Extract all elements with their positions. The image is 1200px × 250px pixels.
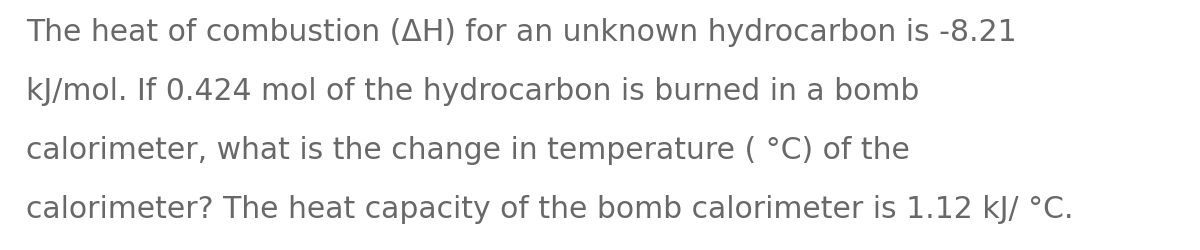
Text: calorimeter, what is the change in temperature ( °C) of the: calorimeter, what is the change in tempe…	[26, 135, 911, 164]
Text: The heat of combustion (ΔH) for an unknown hydrocarbon is -8.21: The heat of combustion (ΔH) for an unkno…	[26, 18, 1018, 46]
Text: calorimeter? The heat capacity of the bomb calorimeter is 1.12 kJ/ °C.: calorimeter? The heat capacity of the bo…	[26, 194, 1074, 223]
Text: kJ/mol. If 0.424 mol of the hydrocarbon is burned in a bomb: kJ/mol. If 0.424 mol of the hydrocarbon …	[26, 76, 919, 105]
